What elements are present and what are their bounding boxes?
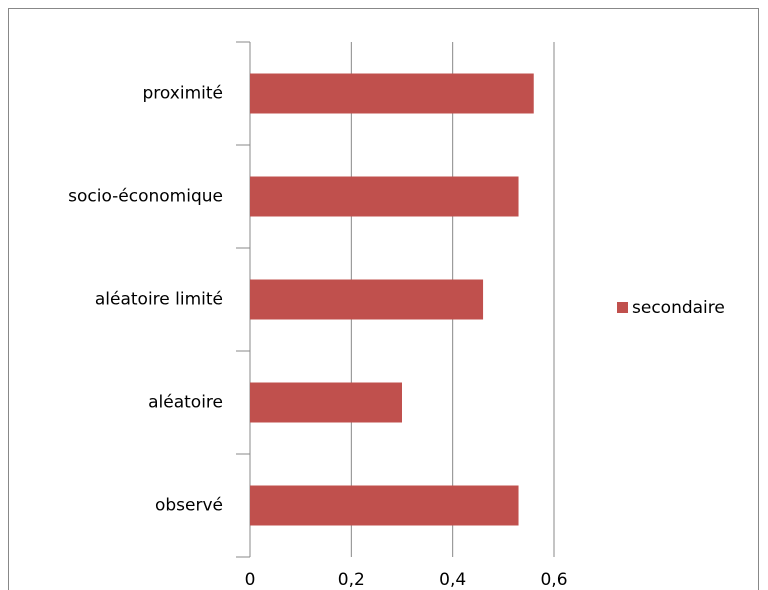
x-tick-label: 0,4 bbox=[439, 570, 466, 590]
y-tick-label: socio-économique bbox=[68, 187, 223, 207]
x-tick-label: 0,6 bbox=[540, 570, 567, 590]
legend-swatch bbox=[617, 302, 628, 313]
y-tick-label: aléatoire bbox=[148, 393, 223, 413]
bar bbox=[250, 176, 519, 217]
bar bbox=[250, 382, 402, 423]
x-tick-label: 0,2 bbox=[338, 570, 365, 590]
y-tick-label: aléatoire limité bbox=[95, 290, 223, 310]
bar bbox=[250, 73, 534, 114]
bar bbox=[250, 485, 519, 526]
chart-frame bbox=[8, 8, 759, 590]
y-tick-label: observé bbox=[155, 496, 223, 516]
y-tick-label: proximité bbox=[143, 84, 223, 104]
legend-label: secondaire bbox=[632, 298, 725, 318]
bar bbox=[250, 279, 484, 320]
x-tick-label: 0 bbox=[245, 570, 256, 590]
